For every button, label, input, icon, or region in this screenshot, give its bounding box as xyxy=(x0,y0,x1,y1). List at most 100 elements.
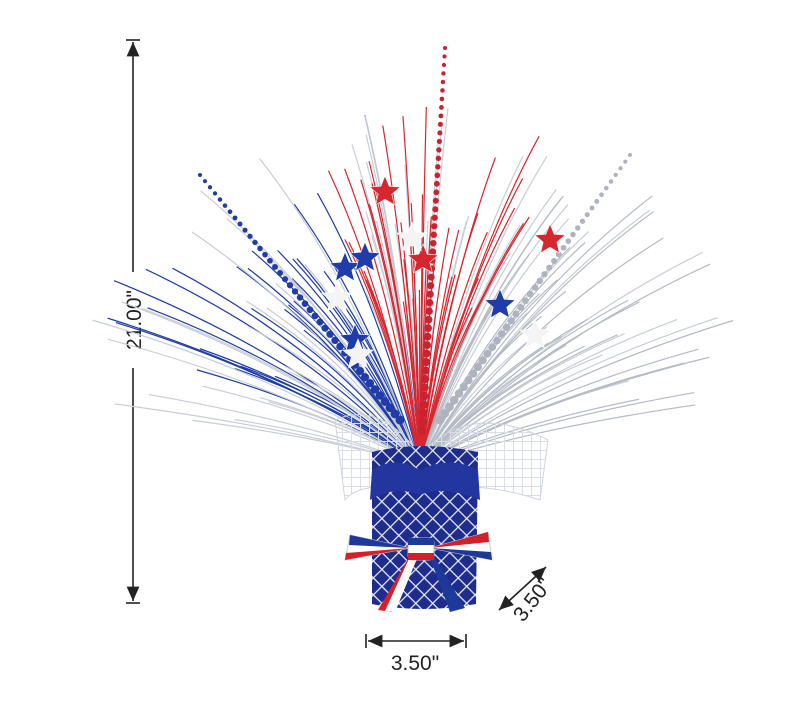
strand xyxy=(293,203,421,466)
strand xyxy=(419,246,571,466)
bead xyxy=(427,282,435,290)
bead xyxy=(385,403,395,413)
star xyxy=(519,318,551,349)
width-label: 3.50" xyxy=(391,652,439,675)
bead xyxy=(442,54,447,59)
bead xyxy=(623,159,628,164)
bead xyxy=(454,389,464,398)
bead xyxy=(433,189,440,196)
bead xyxy=(436,138,442,144)
bead xyxy=(440,79,446,85)
bead xyxy=(247,233,253,239)
bead xyxy=(331,336,339,345)
bead xyxy=(267,257,273,264)
bead xyxy=(375,391,385,400)
bead xyxy=(321,324,329,332)
bead xyxy=(493,336,501,345)
bead xyxy=(431,223,438,230)
bead xyxy=(272,263,278,270)
bead xyxy=(430,231,437,238)
bead xyxy=(311,312,319,320)
bead xyxy=(522,297,529,305)
strand xyxy=(344,168,421,466)
strand xyxy=(419,204,569,466)
strand xyxy=(419,274,456,466)
bead xyxy=(560,244,567,251)
star xyxy=(349,241,381,272)
bead xyxy=(599,192,604,198)
bead xyxy=(424,315,433,324)
bead xyxy=(432,197,439,204)
depth-arrow xyxy=(498,566,547,611)
bead xyxy=(439,105,444,110)
bead xyxy=(252,239,258,246)
bead xyxy=(277,270,283,276)
bead xyxy=(380,397,390,406)
strand xyxy=(419,231,488,466)
bead xyxy=(439,96,445,102)
bead xyxy=(198,173,202,177)
bead xyxy=(469,369,478,378)
bead xyxy=(316,318,324,326)
star xyxy=(342,338,374,369)
star xyxy=(407,243,439,274)
bead xyxy=(435,155,442,162)
bead xyxy=(365,379,375,388)
bead xyxy=(426,290,434,298)
bead xyxy=(291,288,299,295)
bead xyxy=(427,273,435,281)
bead xyxy=(441,71,446,76)
bead xyxy=(202,179,208,184)
bead xyxy=(584,212,590,218)
bead xyxy=(419,391,429,401)
star xyxy=(329,251,361,282)
bead xyxy=(546,264,553,271)
strand xyxy=(363,270,421,466)
bead xyxy=(432,206,439,213)
bead xyxy=(474,363,482,371)
bead xyxy=(306,306,314,314)
depth-label: 3.50" xyxy=(509,574,557,626)
strand xyxy=(371,183,421,466)
bead xyxy=(440,88,445,93)
bead xyxy=(390,409,400,419)
bead xyxy=(281,276,289,283)
bead xyxy=(429,248,437,256)
bead xyxy=(395,415,405,425)
bead xyxy=(296,294,304,301)
bead xyxy=(579,218,586,224)
bead xyxy=(575,225,581,231)
bead xyxy=(429,239,437,247)
bead xyxy=(445,402,454,412)
bead xyxy=(222,203,228,208)
bead xyxy=(589,205,595,211)
ribbon-bow xyxy=(344,531,493,612)
bead xyxy=(531,284,539,291)
bead xyxy=(423,341,432,350)
bead xyxy=(437,130,443,136)
bead xyxy=(464,376,473,385)
bead xyxy=(512,310,520,318)
star xyxy=(396,221,428,252)
bead xyxy=(435,164,441,170)
strand xyxy=(419,252,511,466)
bead xyxy=(227,209,233,215)
bead xyxy=(551,258,557,264)
bead xyxy=(440,408,450,418)
bead xyxy=(603,185,609,191)
bead xyxy=(420,383,429,392)
bead xyxy=(435,415,445,425)
bead xyxy=(422,349,431,358)
bead xyxy=(417,425,427,435)
strand xyxy=(419,211,654,466)
bead xyxy=(541,271,548,278)
star xyxy=(369,175,401,206)
label-bg xyxy=(122,272,146,368)
bead xyxy=(628,153,632,157)
bead xyxy=(437,121,443,127)
bead xyxy=(433,180,440,187)
centerpiece xyxy=(92,46,734,466)
bead xyxy=(438,113,444,119)
bead xyxy=(242,227,248,233)
bead xyxy=(301,300,309,307)
